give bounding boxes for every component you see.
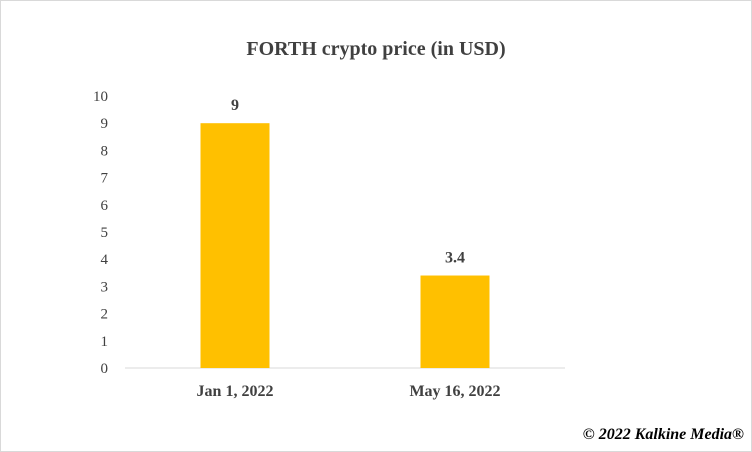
y-tick-label: 0 (101, 361, 109, 377)
bar-series (200, 123, 490, 368)
chart-title: FORTH crypto price (in USD) (246, 38, 505, 60)
x-axis-categories: Jan 1, 2022 May 16, 2022 (197, 383, 501, 400)
y-tick-label: 2 (101, 307, 109, 323)
y-tick-label: 4 (101, 252, 109, 268)
copyright-notice: © 2022 Kalkine Media® (582, 426, 744, 443)
y-tick-label: 8 (101, 143, 109, 159)
bar-data-label: 3.4 (445, 250, 465, 267)
bar (420, 275, 490, 368)
x-category-label: Jan 1, 2022 (197, 383, 274, 400)
y-tick-label: 7 (101, 171, 109, 187)
data-labels: 93.4 (231, 97, 465, 266)
y-tick-label: 3 (101, 279, 109, 295)
y-tick-label: 6 (101, 198, 109, 214)
y-axis: 0 1 2 3 4 5 6 7 8 9 10 (93, 89, 109, 377)
bar (200, 123, 270, 368)
y-tick-label: 10 (93, 89, 108, 105)
bar-data-label: 9 (231, 97, 239, 114)
y-tick-label: 5 (101, 225, 109, 241)
y-tick-label: 9 (101, 116, 109, 132)
x-category-label: May 16, 2022 (409, 383, 500, 400)
y-tick-label: 1 (101, 334, 109, 350)
